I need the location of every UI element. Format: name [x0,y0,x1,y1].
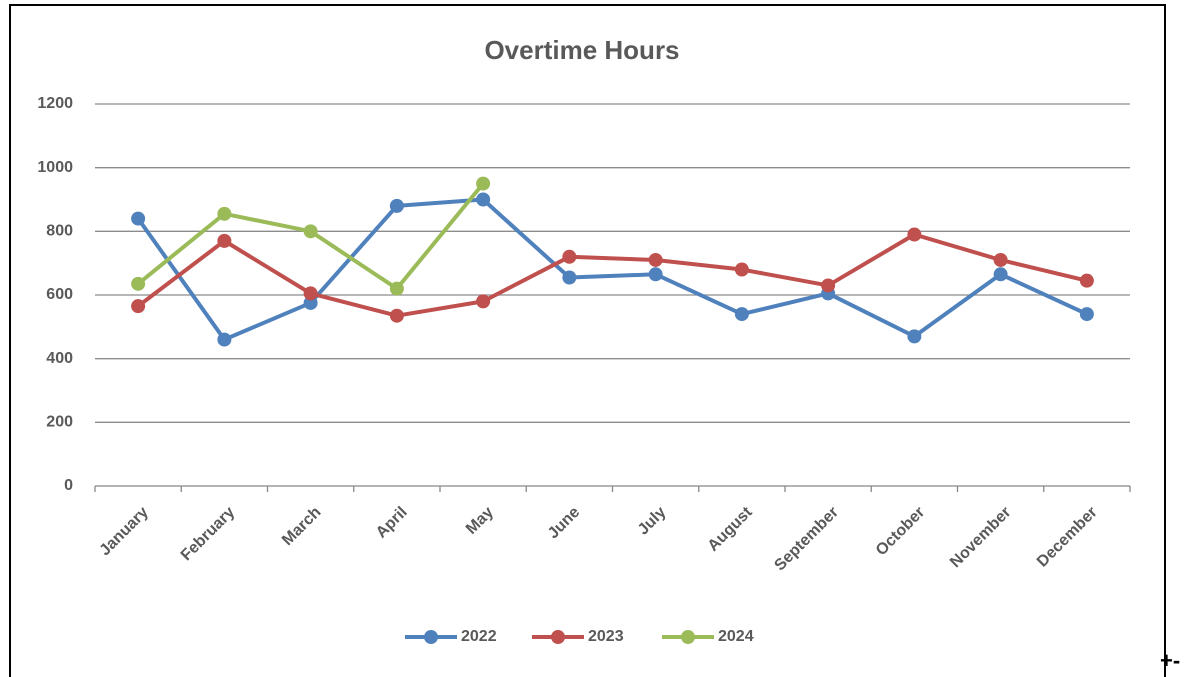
data-point [217,206,232,221]
x-tick-label: July [635,504,670,539]
chart-border [9,4,1166,677]
data-point [1079,307,1094,322]
legend-label: 2024 [718,628,754,645]
data-point [476,176,491,191]
data-point [907,329,922,344]
y-tick-label: 600 [46,286,73,303]
data-point [217,332,232,347]
data-point [993,252,1008,267]
x-tick-label: October [873,504,928,559]
y-tick-label: 1000 [37,159,73,176]
series-line [136,197,1088,342]
x-tick-label: April [373,504,411,542]
data-point [131,276,146,291]
x-tick-label: December [1034,504,1101,571]
x-tick-label: August [705,503,756,554]
y-tick-label: 1200 [37,95,73,112]
data-point [907,227,922,242]
data-point [217,233,232,248]
data-point [389,198,404,213]
x-tick-label: May [463,504,497,538]
chart-title: Overtime Hours [484,35,679,65]
x-tick-label: February [178,504,239,565]
x-tick-label: June [545,504,584,543]
data-point [1079,273,1094,288]
data-point [648,252,663,267]
data-point [389,308,404,323]
data-point [562,249,577,264]
x-tick-label: January [97,504,152,559]
legend-marker [681,630,695,644]
data-point [131,211,146,226]
data-point [303,224,318,239]
data-point [648,267,663,282]
legend-label: 2022 [461,628,497,645]
data-point [303,286,318,301]
y-tick-label: 200 [46,414,73,431]
y-tick-label: 400 [46,350,73,367]
legend-marker [551,630,565,644]
y-tick-label: 800 [46,223,73,240]
y-tick-label: 0 [64,477,73,494]
data-point [734,307,749,322]
data-point [821,278,836,293]
data-point [734,262,749,277]
legend-marker [424,630,438,644]
legend-label: 2023 [588,628,624,645]
data-point [993,267,1008,282]
x-tick-label: November [947,504,1014,571]
series-line [136,232,1088,318]
stray-text: +- [1160,648,1180,673]
data-point [389,281,404,296]
data-point [562,270,577,285]
data-point [476,192,491,207]
x-tick-label: September [771,504,842,575]
data-point [476,294,491,309]
data-point [131,299,146,314]
x-tick-label: March [279,504,324,549]
